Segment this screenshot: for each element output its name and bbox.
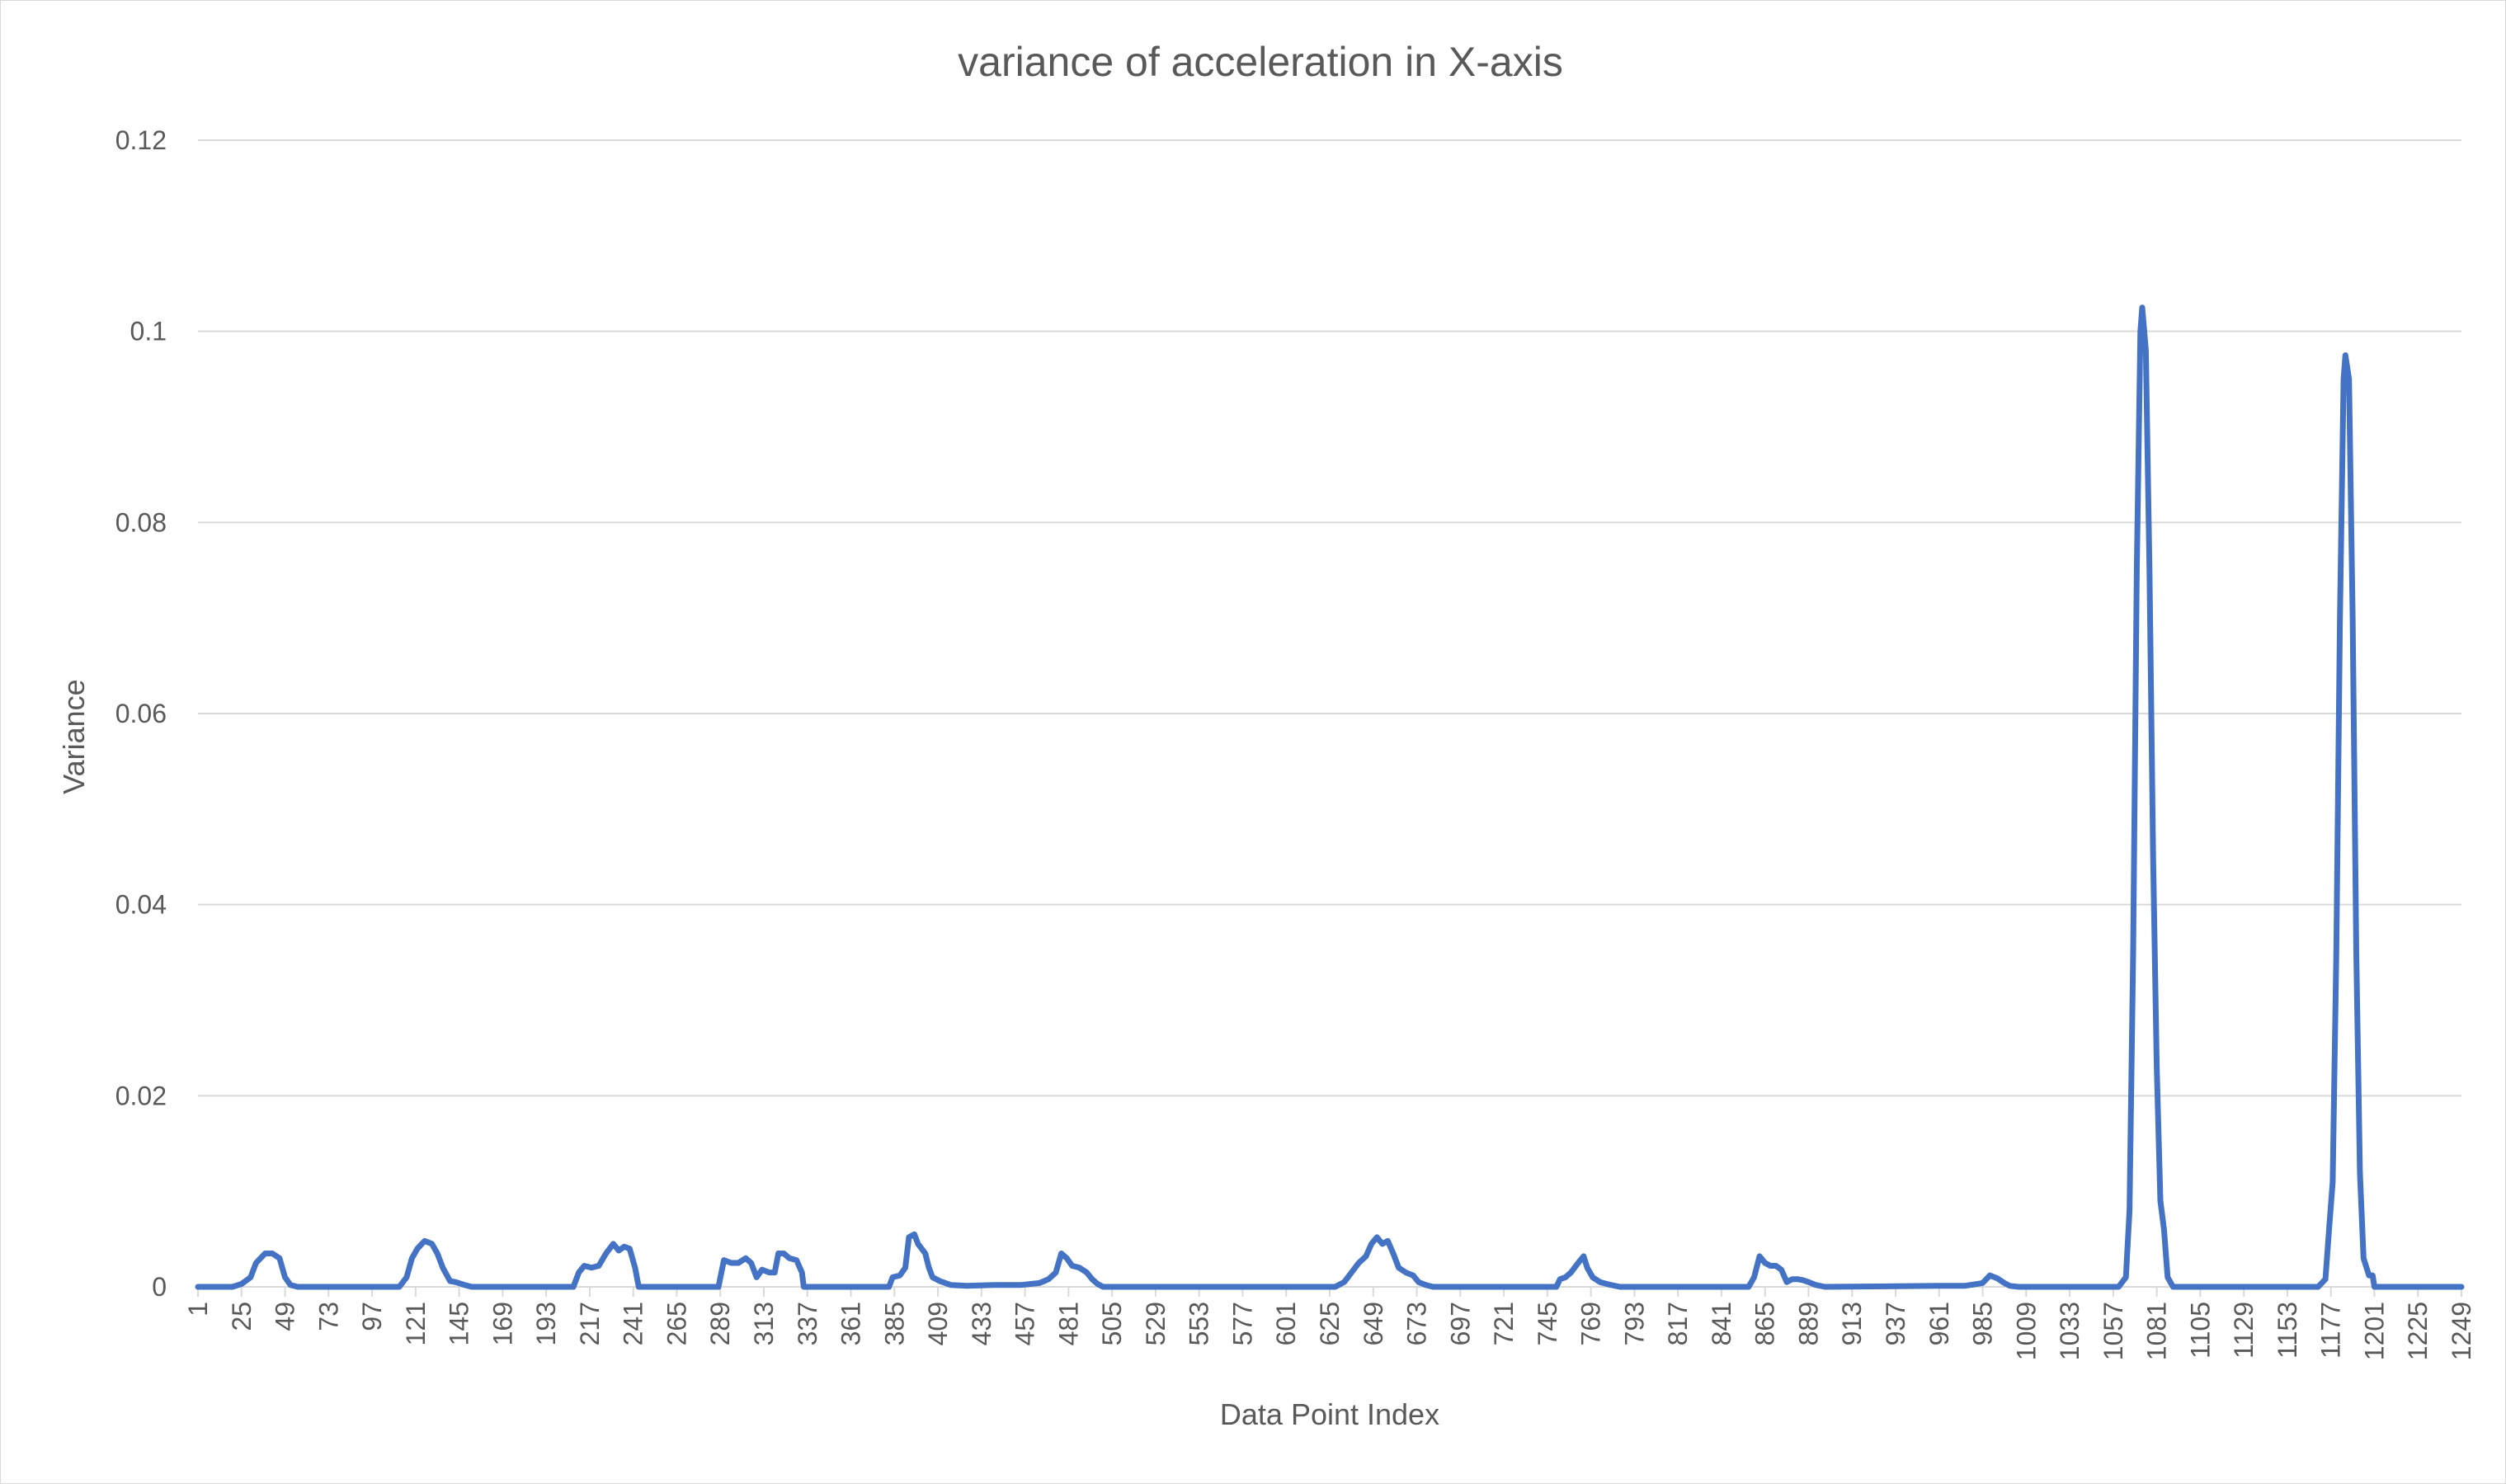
x-tick-label: 121 — [401, 1302, 431, 1345]
y-tick-label: 0.04 — [115, 890, 167, 920]
x-tick-label: 1153 — [2273, 1302, 2302, 1359]
x-tick-label: 385 — [879, 1302, 909, 1345]
x-tick-label: 481 — [1053, 1302, 1083, 1345]
x-tick-label: 313 — [749, 1302, 779, 1345]
x-tick-label: 985 — [1968, 1302, 1998, 1345]
x-tick-label: 49 — [271, 1302, 300, 1331]
x-tick-label: 889 — [1793, 1302, 1823, 1345]
y-axis-title: Variance — [57, 679, 91, 794]
x-axis-ticks: 1 25 49 73 97 121 145 169 193 217 241 265 289 313 337 3… — [183, 1287, 2476, 1360]
x-tick-label: 961 — [1924, 1302, 1954, 1345]
x-tick-label: 1057 — [2099, 1302, 2128, 1360]
x-tick-label: 649 — [1359, 1302, 1388, 1345]
x-tick-label: 217 — [575, 1302, 605, 1345]
x-axis-title: Data Point Index — [1220, 1397, 1439, 1431]
x-tick-label: 1033 — [2055, 1302, 2084, 1360]
chart-title: variance of acceleration in X-axis — [958, 39, 1563, 85]
gridlines — [198, 139, 2461, 1097]
y-tick-label: 0.06 — [115, 699, 167, 728]
x-tick-label: 433 — [967, 1302, 996, 1345]
x-tick-label: 505 — [1097, 1302, 1127, 1345]
series-line — [195, 304, 2465, 1290]
x-tick-label: 1009 — [2011, 1302, 2041, 1360]
x-tick-label: 601 — [1271, 1302, 1301, 1345]
x-tick-label: 673 — [1402, 1302, 1432, 1345]
x-tick-label: 1081 — [2142, 1302, 2172, 1360]
x-tick-label: 1105 — [2185, 1302, 2215, 1359]
x-tick-label: 1201 — [2359, 1302, 2389, 1360]
y-tick-label: 0.12 — [115, 125, 167, 155]
x-tick-label: 745 — [1533, 1302, 1562, 1345]
x-tick-label: 937 — [1881, 1302, 1910, 1345]
x-tick-label: 841 — [1707, 1302, 1736, 1345]
x-tick-label: 1225 — [2403, 1302, 2433, 1360]
x-tick-label: 769 — [1576, 1302, 1606, 1345]
x-tick-label: 169 — [488, 1302, 517, 1345]
x-tick-label: 553 — [1185, 1302, 1214, 1345]
y-tick-label: 0.02 — [115, 1081, 167, 1110]
x-tick-label: 721 — [1489, 1302, 1519, 1345]
x-tick-label: 241 — [619, 1302, 648, 1345]
x-tick-label: 577 — [1227, 1302, 1257, 1345]
x-tick-label: 25 — [227, 1302, 257, 1331]
x-tick-label: 1 — [183, 1302, 213, 1317]
x-tick-label: 289 — [705, 1302, 735, 1345]
y-axis-ticks: 0 0.02 0.04 0.06 0.08 0.1 0.12 — [115, 125, 167, 1302]
y-tick-label: 0.1 — [130, 317, 167, 346]
x-tick-label: 193 — [531, 1302, 561, 1345]
x-tick-label: 361 — [836, 1302, 866, 1345]
series-layer — [195, 304, 2465, 1290]
x-tick-label: 1249 — [2447, 1302, 2476, 1360]
y-tick-label: 0 — [152, 1272, 167, 1302]
x-tick-label: 865 — [1750, 1302, 1780, 1345]
x-tick-label: 337 — [793, 1302, 822, 1345]
x-tick-label: 529 — [1141, 1302, 1171, 1345]
y-tick-label: 0.08 — [115, 507, 167, 537]
x-tick-label: 73 — [313, 1302, 343, 1331]
x-tick-label: 457 — [1010, 1302, 1040, 1345]
x-tick-label: 1177 — [2316, 1302, 2346, 1359]
x-tick-label: 913 — [1837, 1302, 1867, 1345]
x-tick-label: 265 — [662, 1302, 691, 1345]
x-tick-label: 625 — [1315, 1302, 1345, 1345]
x-tick-label: 793 — [1619, 1302, 1649, 1345]
x-tick-label: 697 — [1445, 1302, 1475, 1345]
x-tick-label: 817 — [1663, 1302, 1693, 1345]
x-tick-label: 145 — [445, 1302, 474, 1345]
x-tick-label: 1129 — [2229, 1302, 2259, 1359]
x-tick-label: 97 — [357, 1302, 387, 1331]
x-tick-label: 409 — [923, 1302, 953, 1345]
